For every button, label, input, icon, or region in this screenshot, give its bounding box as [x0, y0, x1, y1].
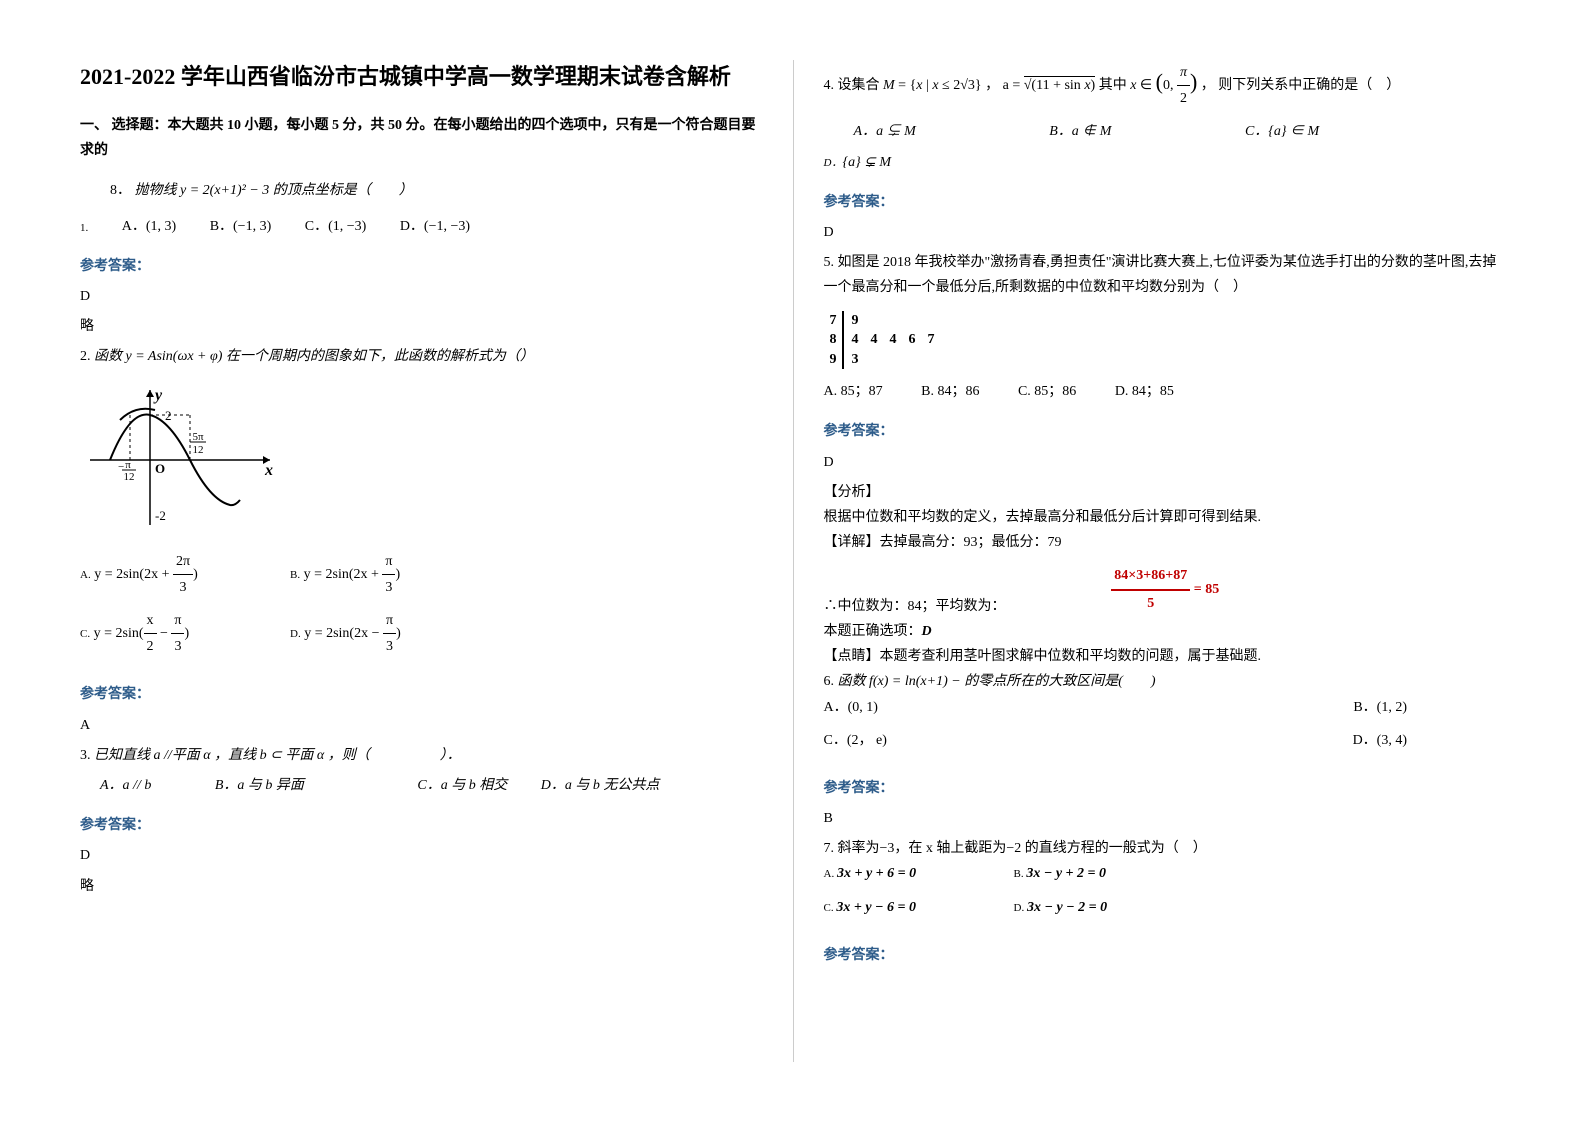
analysis-label: 【分析】 [824, 480, 1508, 505]
sine-graph: y x O 2 -2 − π 12 5π 12 [80, 380, 763, 539]
q4-optA: A．a ⊊ M [854, 119, 916, 144]
q1-optA: A．(1, 3) [122, 214, 176, 239]
q1-sub: 8． [110, 183, 131, 198]
q3-optA: A．a // b [100, 773, 151, 798]
q6-answer: B [824, 806, 1508, 831]
q2-optC: C. y = 2sin(x2 − π3) [80, 608, 290, 659]
section-description: 一、 选择题：本大题共 10 小题，每小题 5 分，共 50 分。在每小题给出的… [80, 113, 763, 163]
q3-text: 已知直线 a //平面 α ，直线 b ⊂ 平面 α ，则（ ）． [94, 748, 461, 763]
q6-num: 6. [824, 674, 838, 689]
q2-text: 函数 y = Asin(ωx + φ) 在一个周期内的图象如下，此函数的解析式为… [94, 349, 534, 364]
svg-text:12: 12 [193, 444, 204, 456]
question-6: 6. 函数 f(x) = ln(x+1) − 的零点所在的大致区间是( ) A．… [824, 669, 1508, 761]
q7-num: 7. [824, 841, 838, 856]
q7-optC: C. 3x + y − 6 = 0 [824, 895, 1014, 920]
q5-optC: C. 85；86 [1018, 379, 1076, 404]
q1-num: 1. [80, 219, 88, 239]
q4-a: √(11 + sin x) [1024, 76, 1095, 93]
q7-optA: A. 3x + y + 6 = 0 [824, 861, 1014, 886]
question-3: 3. 已知直线 a //平面 α ，直线 b ⊂ 平面 α ，则（ ）． A．a… [80, 743, 763, 798]
q5-answer: D [824, 450, 1508, 475]
q1-answer: D [80, 284, 763, 309]
q5-optA: A. 85；87 [824, 379, 883, 404]
q7-text: 斜率为−3，在 x 轴上截距为−2 的直线方程的一般式为（ ） [838, 841, 1207, 856]
answer-label-2: 参考答案： [80, 682, 763, 707]
question-1: 8． 抛物线 y = 2(x+1)² − 3 的顶点坐标是（ ） 1. A．(1… [80, 178, 763, 238]
q4-optD: D．{a} ⊊ M [824, 150, 1508, 175]
answer-label-6: 参考答案： [824, 776, 1508, 801]
q1-optD: D．(−1, −3) [400, 214, 470, 239]
tick-neg2: -2 [155, 508, 166, 523]
q3-note: 略 [80, 874, 763, 899]
q6-optC: C．(2， e) [824, 728, 1166, 753]
q4-text3: 其中 [1099, 78, 1131, 93]
answer-label-4: 参考答案： [824, 190, 1508, 215]
page-title: 2021-2022 学年山西省临汾市古城镇中学高一数学理期末试卷含解析 [80, 60, 763, 93]
origin-label: O [155, 461, 165, 476]
q2-optA: A. y = 2sin(2x + 2π3) [80, 549, 290, 600]
question-4: 4. 设集合 M = {x | x ≤ 2√3} ， a = √(11 + si… [824, 60, 1508, 175]
q6-text: 函数 f(x) = ln(x+1) − 的零点所在的大致区间是( ) [838, 674, 1156, 689]
q7-optB: B. 3x − y + 2 = 0 [1014, 861, 1204, 886]
svg-text:π: π [125, 459, 131, 471]
q4-xrange: x ∈ (0, π2) [1130, 78, 1197, 93]
tick-2: 2 [165, 408, 172, 423]
question-5: 5. 如图是 2018 年我校举办"激扬青春,勇担责任"演讲比赛大赛上,七位评委… [824, 250, 1508, 404]
q3-optD: D．a 与 b 无公共点 [541, 773, 660, 798]
q1-optC: C．(1, −3) [305, 214, 367, 239]
q6-optB: B．(1, 2) [1165, 695, 1507, 720]
q4-optB: B．a ∉ M [1049, 119, 1111, 144]
q7-optD: D. 3x − y − 2 = 0 [1014, 895, 1204, 920]
y-axis-label: y [153, 387, 163, 404]
q2-optB: B. y = 2sin(2x + π3) [290, 549, 500, 600]
q4-num: 4. [824, 78, 838, 93]
q1-note: 略 [80, 314, 763, 339]
question-7: 7. 斜率为−3，在 x 轴上截距为−2 的直线方程的一般式为（ ） A. 3x… [824, 836, 1508, 928]
q1-optB: B．(−1, 3) [210, 214, 272, 239]
answer-label-3: 参考答案： [80, 813, 763, 838]
svg-text:12: 12 [124, 471, 135, 483]
answer-label-1: 参考答案： [80, 254, 763, 279]
correct-option: 本题正确选项：D [824, 619, 1508, 644]
q3-answer: D [80, 843, 763, 868]
comment: 【点睛】本题考查利用茎叶图求解中位数和平均数的问题，属于基础题. [824, 644, 1508, 669]
question-2: 2. 函数 y = Asin(ωx + φ) 在一个周期内的图象如下，此函数的解… [80, 344, 763, 667]
q4-set: M = {x | x ≤ 2√3} [883, 78, 982, 93]
analysis-text1: 根据中位数和平均数的定义，去掉最高分和最低分后计算即可得到结果. [824, 505, 1508, 530]
x-axis-label: x [264, 462, 273, 479]
q4-answer: D [824, 220, 1508, 245]
detail-label: 【详解】去掉最高分：93；最低分：79 [824, 530, 1508, 555]
q4-optC: C．{a} ∈ M [1245, 119, 1319, 144]
q5-num: 5. [824, 255, 838, 270]
q2-num: 2. [80, 349, 94, 364]
q6-optA: A．(0, 1) [824, 695, 1166, 720]
q5-optB: B. 84；86 [921, 379, 979, 404]
q3-optC: C．a 与 b 相交 [417, 773, 507, 798]
answer-label-7: 参考答案： [824, 943, 1508, 968]
q3-optB: B．a 与 b 异面 [215, 773, 304, 798]
q1-text: 抛物线 y = 2(x+1)² − 3 的顶点坐标是（ ） [135, 183, 413, 198]
answer-label-5: 参考答案： [824, 419, 1508, 444]
q5-optD: D. 84；85 [1115, 379, 1174, 404]
stem-leaf-plot: 79 844467 93 [824, 311, 1508, 370]
svg-text:5π: 5π [192, 431, 204, 443]
q2-answer: A [80, 713, 763, 738]
q4-text4: ， 则下列关系中正确的是（ ） [1201, 78, 1401, 93]
q4-text1: 设集合 [838, 78, 884, 93]
q2-optD: D. y = 2sin(2x − π3) [290, 608, 500, 659]
q4-text2: ， a = [985, 78, 1024, 93]
q6-optD: D．(3, 4) [1165, 728, 1507, 753]
q5-text: 如图是 2018 年我校举办"激扬青春,勇担责任"演讲比赛大赛上,七位评委为某位… [824, 255, 1497, 295]
q3-num: 3. [80, 748, 94, 763]
